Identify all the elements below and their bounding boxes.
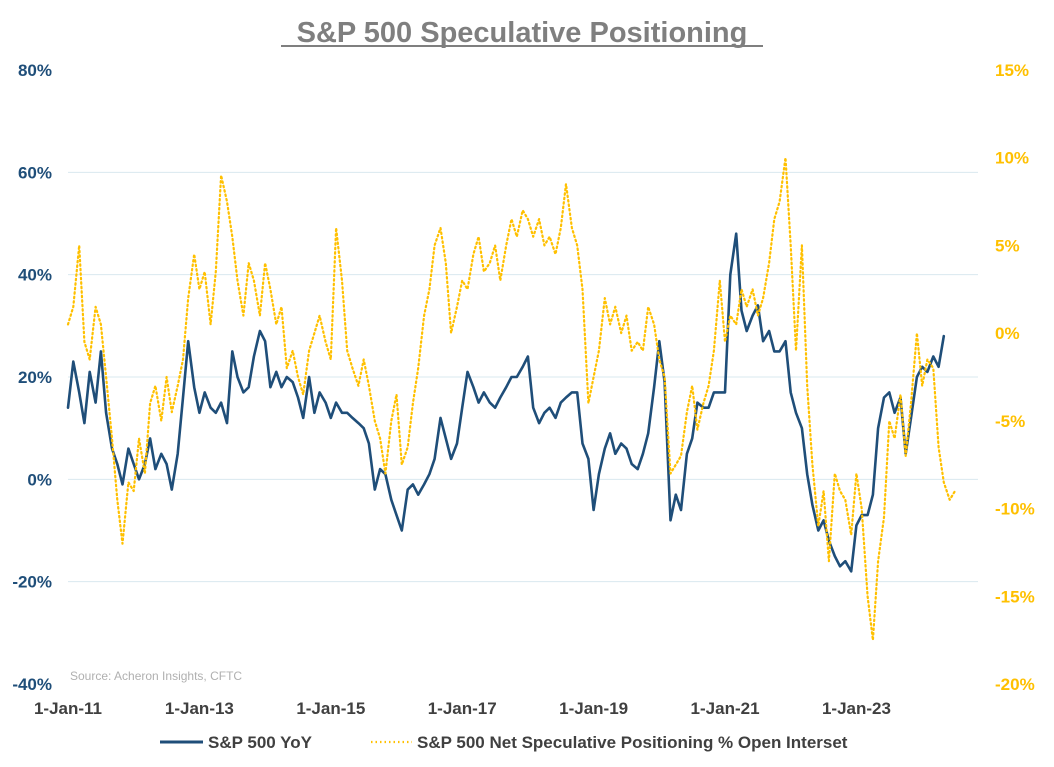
left-tick-label: 20% bbox=[18, 368, 52, 387]
source-note: Source: Acheron Insights, CFTC bbox=[70, 669, 242, 683]
right-tick-label: 5% bbox=[995, 236, 1020, 255]
x-tick-label: 1-Jan-21 bbox=[691, 699, 760, 718]
right-tick-label: -5% bbox=[995, 412, 1025, 431]
left-tick-label: -20% bbox=[12, 573, 52, 592]
right-tick-label: -10% bbox=[995, 500, 1035, 519]
x-tick-label: 1-Jan-17 bbox=[428, 699, 497, 718]
right-tick-label: 0% bbox=[995, 324, 1020, 343]
left-tick-label: 60% bbox=[18, 163, 52, 182]
chart-title: S&P 500 Speculative Positioning bbox=[297, 17, 748, 49]
legend-label-sp500-yoy: S&P 500 YoY bbox=[208, 733, 313, 752]
x-tick-label: 1-Jan-23 bbox=[822, 699, 891, 718]
series-layer bbox=[66, 156, 957, 642]
right-tick-label: -15% bbox=[995, 587, 1035, 606]
series-line-sp500-yoy bbox=[66, 232, 946, 573]
x-tick-label: 1-Jan-19 bbox=[559, 699, 628, 718]
right-tick-label: 15% bbox=[995, 61, 1029, 80]
right-axis-ticks: 15% 10% 5% 0% -5% -10% -15% -20% bbox=[995, 61, 1035, 694]
left-tick-label: 80% bbox=[18, 61, 52, 80]
left-axis-ticks: 80% 60% 40% 20% 0% -20% -40% bbox=[12, 61, 52, 694]
right-tick-label: -20% bbox=[995, 675, 1035, 694]
gridlines bbox=[68, 171, 978, 583]
x-tick-label: 1-Jan-13 bbox=[165, 699, 234, 718]
series-line-net-speculative-positioning bbox=[66, 156, 957, 642]
legend-label-net-speculative-positioning: S&P 500 Net Speculative Positioning % Op… bbox=[417, 733, 848, 752]
legend: S&P 500 YoY S&P 500 Net Speculative Posit… bbox=[160, 733, 848, 752]
x-axis-ticks: 1-Jan-11 1-Jan-13 1-Jan-15 1-Jan-17 1-Jan-19… bbox=[34, 699, 891, 718]
left-tick-label: 0% bbox=[27, 470, 52, 489]
x-tick-label: 1-Jan-11 bbox=[34, 699, 102, 718]
left-tick-label: -40% bbox=[12, 675, 52, 694]
right-tick-label: 10% bbox=[995, 149, 1029, 168]
left-tick-label: 40% bbox=[18, 266, 52, 285]
x-tick-label: 1-Jan-15 bbox=[296, 699, 365, 718]
